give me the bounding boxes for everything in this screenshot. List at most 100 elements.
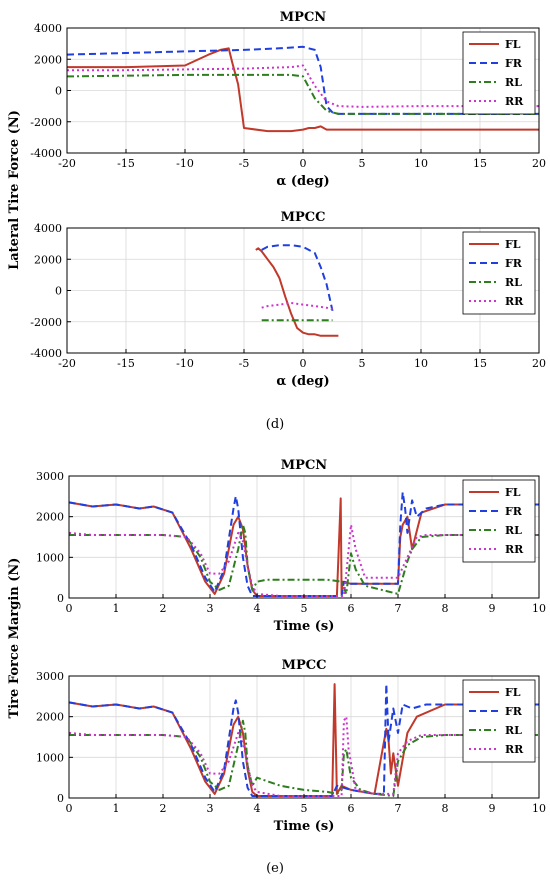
- series-line-fl: [255, 247, 339, 337]
- y-tick-label-1: 1000: [36, 551, 64, 564]
- chart-title-e1: MPCN: [281, 458, 328, 473]
- y-tick-label-4: 4000: [34, 22, 62, 35]
- x-tick-label-3: 3: [207, 802, 214, 815]
- x-tick-label-8: 20: [532, 357, 546, 370]
- y-axis-label-e: Tire Force Margin (N): [7, 558, 22, 719]
- x-tick-label-6: 6: [348, 802, 355, 815]
- panel-label-d: (d): [266, 417, 284, 432]
- x-tick-label-4: 4: [254, 602, 261, 615]
- x-tick-label-8: 8: [442, 802, 449, 815]
- series-line-fr: [68, 683, 539, 797]
- series-lines-d1: [66, 45, 539, 133]
- x-tick-label-2: 2: [160, 802, 167, 815]
- legend-d1: FL FR RL RR: [462, 31, 536, 115]
- y-tick-label-3: 3000: [36, 470, 64, 483]
- x-tick-label-2: -10: [176, 357, 194, 370]
- x-tick-label-1: 1: [113, 802, 120, 815]
- tick-labels-e2: 0 1 2 3 4 5 6 7 8 9 10 0 1000 2000 3000: [36, 670, 546, 815]
- x-tick-label-7: 7: [395, 602, 402, 615]
- tick-labels-d2: -20 -15 -10 -5 0 5 10 15 20 -4000 -2000 0 2000 4000: [30, 222, 546, 370]
- x-tick-label-2: -10: [176, 157, 194, 170]
- legend-label-rr: RR: [505, 95, 524, 108]
- y-tick-label-0: -4000: [30, 147, 62, 160]
- x-axis-label-e1: Time (s): [274, 619, 335, 634]
- x-tick-label-8: 20: [532, 157, 546, 170]
- x-tick-label-7: 15: [473, 157, 487, 170]
- x-tick-label-0: 0: [66, 602, 73, 615]
- y-tick-label-1: -2000: [30, 316, 62, 329]
- y-axis-label-d: Lateral Tire Force (N): [7, 110, 22, 270]
- x-tick-label-9: 9: [489, 802, 496, 815]
- legend-label-fr: FR: [505, 257, 523, 270]
- y-tick-label-0: 0: [57, 592, 64, 605]
- chart-title-e2: MPCC: [282, 658, 327, 673]
- series-line-rl: [69, 523, 539, 595]
- legend-label-rr: RR: [505, 743, 524, 756]
- x-tick-label-4: 0: [300, 157, 307, 170]
- y-tick-label-2: 2000: [36, 711, 64, 724]
- y-tick-label-3: 3000: [36, 670, 64, 683]
- legend-label-fr: FR: [505, 705, 523, 718]
- legend-label-rl: RL: [505, 76, 522, 89]
- y-tick-label-2: 2000: [36, 511, 64, 524]
- x-tick-label-1: 1: [113, 602, 120, 615]
- x-axis-label-e2: Time (s): [274, 819, 335, 834]
- series-line-fr: [68, 491, 539, 597]
- series-line-fr: [261, 244, 334, 312]
- y-tick-label-2: 0: [55, 85, 62, 98]
- x-tick-label-5: 5: [359, 357, 366, 370]
- x-tick-label-5: 5: [301, 802, 308, 815]
- chart-d1: -20 -15 -10 -5 0 5 10 15 20 -4000 -2000 0 2000 4000 M…: [30, 10, 546, 189]
- legend-e1: FL FR RL RR: [462, 479, 536, 563]
- series-line-rl: [66, 73, 539, 115]
- chart-title-d1: MPCN: [280, 10, 327, 25]
- y-tick-label-1: -2000: [30, 116, 62, 129]
- x-tick-label-7: 15: [473, 357, 487, 370]
- y-tick-label-0: 0: [57, 792, 64, 805]
- x-tick-label-0: 0: [66, 802, 73, 815]
- legend-label-fr: FR: [505, 505, 523, 518]
- x-tick-label-8: 8: [442, 602, 449, 615]
- x-tick-label-6: 6: [348, 602, 355, 615]
- x-tick-label-1: -15: [117, 157, 135, 170]
- x-tick-label-5: 5: [359, 157, 366, 170]
- legend-e2: FL FR RL RR: [462, 679, 536, 763]
- x-tick-label-10: 10: [532, 602, 546, 615]
- tick-labels-e1: 0 1 2 3 4 5 6 7 8 9 10 0 1000 2000 3000: [36, 470, 546, 615]
- series-line-fl: [67, 47, 539, 133]
- legend-label-fl: FL: [505, 38, 521, 51]
- legend-label-rl: RL: [505, 524, 522, 537]
- series-lines-e1: [68, 491, 539, 597]
- x-tick-label-3: -5: [239, 357, 250, 370]
- x-tick-label-5: 5: [301, 602, 308, 615]
- x-tick-label-6: 10: [414, 357, 428, 370]
- x-tick-label-6: 10: [414, 157, 428, 170]
- panel-label-e: (e): [266, 861, 284, 876]
- legend-d2: FL FR RL RR: [462, 231, 536, 315]
- series-line-fr: [66, 45, 539, 115]
- grid-e1: [68, 475, 540, 599]
- legend-label-fl: FL: [505, 486, 521, 499]
- x-tick-label-4: 0: [300, 357, 307, 370]
- legend-label-rr: RR: [505, 543, 524, 556]
- x-tick-label-4: 4: [254, 802, 261, 815]
- legend-label-fl: FL: [505, 686, 521, 699]
- x-tick-label-1: -15: [117, 357, 135, 370]
- x-tick-label-9: 9: [489, 602, 496, 615]
- legend-label-rl: RL: [505, 724, 522, 737]
- x-tick-label-7: 7: [395, 802, 402, 815]
- y-tick-label-0: -4000: [30, 347, 62, 360]
- legend-label-fr: FR: [505, 57, 523, 70]
- y-tick-label-3: 2000: [34, 253, 62, 266]
- series-lines-d2: [255, 244, 339, 337]
- y-tick-label-2: 0: [55, 285, 62, 298]
- y-tick-label-4: 4000: [34, 222, 62, 235]
- x-tick-label-3: -5: [239, 157, 250, 170]
- x-axis-label-d2: α (deg): [276, 374, 329, 389]
- legend-label-rr: RR: [505, 295, 524, 308]
- series-line-rr: [68, 715, 539, 797]
- legend-label-rl: RL: [505, 276, 522, 289]
